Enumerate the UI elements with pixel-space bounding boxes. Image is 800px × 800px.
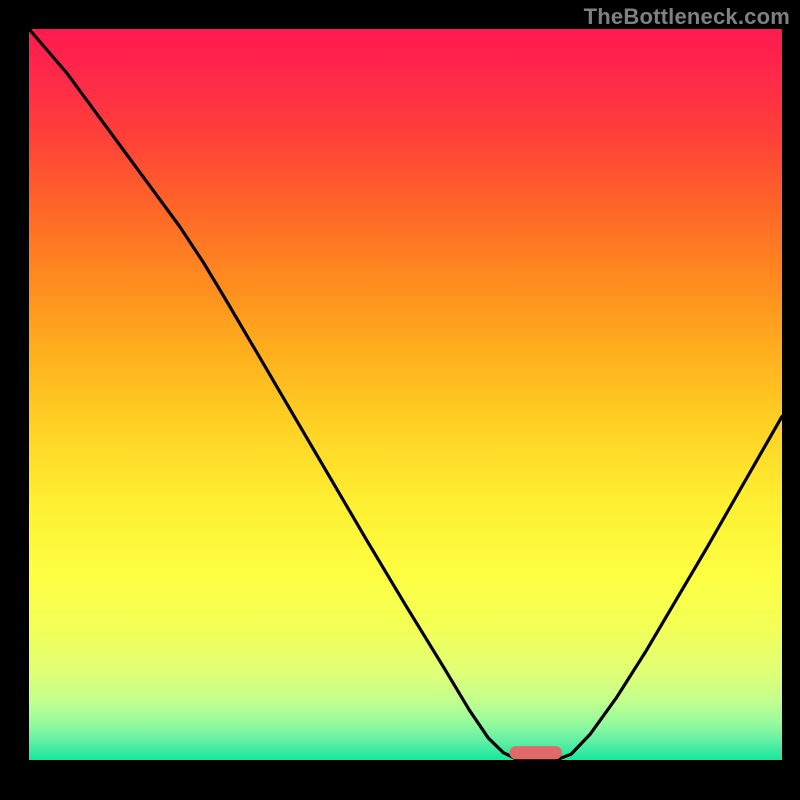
- target-marker: [509, 746, 562, 759]
- chart-svg: [0, 0, 800, 800]
- plot-gradient-background: [29, 29, 782, 760]
- chart-stage: TheBottleneck.com: [0, 0, 800, 800]
- watermark-text: TheBottleneck.com: [584, 4, 790, 30]
